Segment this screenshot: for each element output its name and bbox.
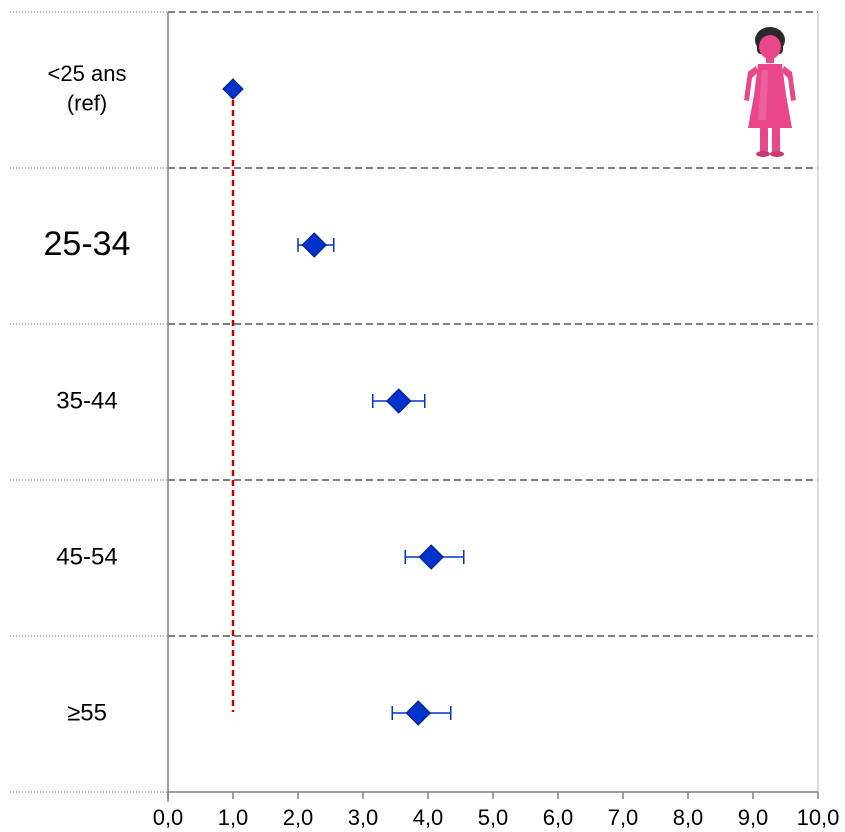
category-label: (ref) [67,91,107,116]
category-label: 35-44 [56,387,117,414]
x-tick-label: 9,0 [738,805,769,830]
data-marks [222,78,465,726]
x-tick-label: 7,0 [608,805,639,830]
category-label: <25 ans [48,61,127,86]
x-tick-label: 4,0 [413,805,444,830]
x-tick-label: 5,0 [478,805,509,830]
grid-layer [10,11,818,793]
category-labels: <25 ans (ref) 25-34 35-44 45-54 ≥55 [44,61,131,726]
category-label: 25-34 [44,225,131,263]
point-estimate-diamond [222,78,244,100]
x-tick-label: 10,0 [797,805,840,830]
category-label: 45-54 [56,543,117,570]
point-estimate-diamond [405,700,431,726]
x-tick-label: 0,0 [153,805,184,830]
point-estimate-diamond [418,544,444,570]
axis-layer [167,12,819,802]
x-tick-label: 3,0 [348,805,379,830]
point-estimate-diamond [301,232,327,258]
x-tick-label: 8,0 [673,805,704,830]
x-tick-label: 2,0 [283,805,314,830]
category-label: ≥55 [67,699,107,726]
point-estimate-diamond [386,388,412,414]
woman-icon [744,27,796,157]
x-tick-labels: 0,0 1,0 2,0 3,0 4,0 5,0 6,0 7,0 8,0 9,0 10,0 [153,792,840,830]
x-tick-label: 1,0 [218,805,249,830]
x-tick-label: 6,0 [543,805,574,830]
